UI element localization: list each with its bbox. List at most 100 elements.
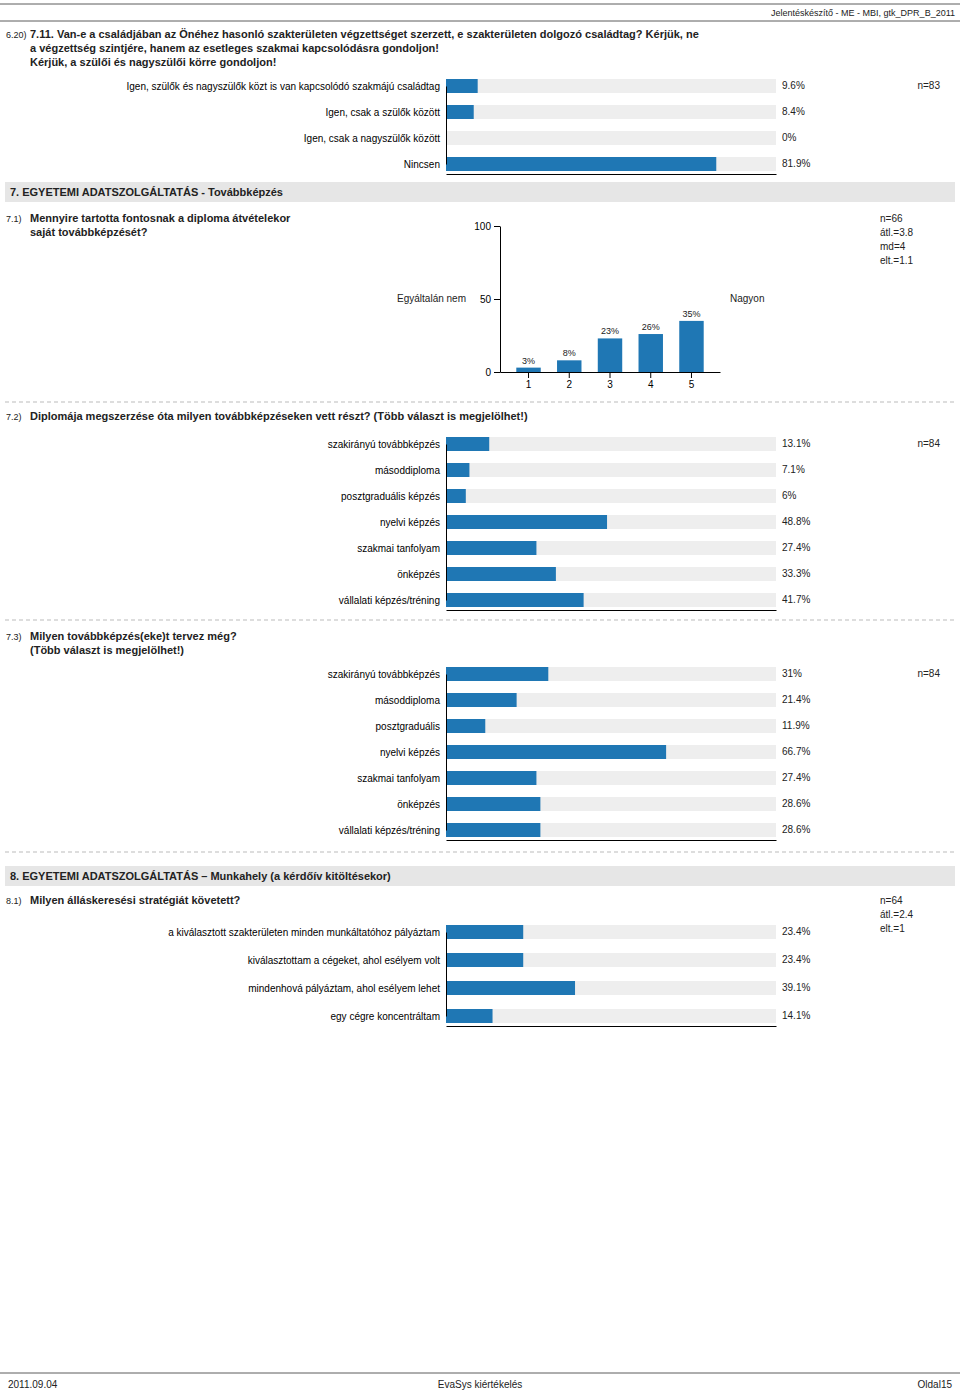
tick-label: vállalati képzés/tréning	[339, 825, 440, 836]
tick-label: posztgraduális képzés	[341, 491, 440, 502]
title: Kérjük, a szülői és nagyszülői körre gon…	[30, 56, 276, 68]
bars	[446, 437, 607, 607]
bar-track	[446, 693, 776, 707]
tick-mark	[494, 226, 500, 227]
data-label: 27.4%	[782, 772, 810, 783]
section-band	[5, 866, 955, 886]
data-label: 81.9%	[782, 158, 810, 169]
bars	[446, 925, 575, 1023]
data-label: 11.9%	[782, 720, 810, 731]
bar	[598, 338, 622, 372]
data-label: 41.7%	[782, 594, 810, 605]
tick: Nincsen	[404, 159, 446, 170]
title: Diplomája megszerzése óta milyen továbbk…	[30, 410, 528, 422]
tick: szakirányú továbbképzés	[328, 669, 446, 680]
sample-size: n=83	[917, 80, 940, 91]
bar	[446, 515, 607, 529]
bar-track	[446, 925, 776, 939]
section-title: 7. EGYETEMI ADATSZOLGÁLTATÁS - Továbbkép…	[10, 186, 283, 198]
bar	[679, 321, 703, 372]
tick: vállalati képzés/tréning	[339, 595, 446, 606]
statistic: n=64	[880, 895, 903, 906]
bar-track	[446, 981, 776, 995]
data-label: 27.4%	[782, 542, 810, 553]
tick-label: 4	[648, 379, 654, 390]
tick-mark	[569, 372, 570, 378]
tick-label: 50	[480, 294, 492, 305]
bar-track	[446, 719, 776, 733]
section-header: 8. EGYETEMI ADATSZOLGÁLTATÁS – Munkahely…	[5, 866, 955, 886]
x-axis: 12345	[501, 372, 721, 390]
footer-text: 2011.09.04	[8, 1379, 58, 1390]
bar	[446, 667, 548, 681]
tick: posztgraduális	[376, 721, 446, 732]
section-band	[5, 182, 955, 202]
data-label: 3%	[522, 356, 535, 366]
statistic: md=4	[880, 241, 906, 252]
statistic: átl.=2.4	[880, 909, 914, 920]
separator	[5, 402, 955, 403]
tick: másoddiploma	[375, 695, 446, 706]
tick-mark	[528, 372, 529, 378]
footer-text: Oldal15	[918, 1379, 953, 1390]
y-axis: 0 50 100	[474, 221, 500, 378]
tick-label: Igen, csak a szülők között	[325, 107, 440, 118]
bar	[446, 541, 536, 555]
tick-label: nyelvi képzés	[380, 517, 440, 528]
bar-track	[446, 541, 776, 555]
footer: 2011.09.04EvaSys kiértékelésOldal15	[0, 1373, 960, 1390]
chart: 7.2)Diplomája megszerzése óta milyen tov…	[6, 410, 940, 611]
tick-label: Igen, csak a nagyszülők között	[304, 133, 440, 144]
bar	[446, 1009, 493, 1023]
bar	[446, 693, 517, 707]
tick: egy cégre koncentráltam	[330, 1011, 446, 1022]
tick: nyelvi képzés	[380, 747, 446, 758]
data-label: 39.1%	[782, 982, 810, 993]
bar	[446, 823, 540, 837]
tick: Igen, szülők és nagyszülők közt is van k…	[126, 81, 446, 92]
tick-label: 3	[607, 379, 613, 390]
tick: 5	[689, 372, 695, 390]
bar	[446, 593, 584, 607]
data-label: 33.3%	[782, 568, 810, 579]
data-label: 35%	[682, 309, 700, 319]
tick: a kiválasztott szakterületen minden munk…	[168, 927, 446, 938]
tick-label: másoddiploma	[375, 695, 440, 706]
bar	[446, 489, 466, 503]
data-label: 8.4%	[782, 106, 805, 117]
bar	[446, 953, 523, 967]
tick: szakirányú továbbképzés	[328, 439, 446, 450]
tick-label: kiválasztottam a cégeket, ahol esélyem v…	[248, 955, 441, 966]
x-axis	[447, 1026, 777, 1027]
bar	[639, 334, 663, 372]
title: Mennyire tartotta fontosnak a diploma át…	[30, 212, 291, 224]
bars	[516, 321, 703, 372]
tick: önképzés	[397, 569, 446, 580]
tick-label: 0	[485, 367, 491, 378]
data-label: 26%	[642, 322, 660, 332]
data-labels: 13.1%7.1%6%48.8%27.4%33.3%41.7%	[782, 438, 810, 605]
tracks	[446, 925, 776, 1023]
x-axis	[447, 174, 777, 175]
bar-track	[446, 437, 776, 451]
tick: 100	[474, 221, 500, 232]
data-label: 6%	[782, 490, 797, 501]
separator	[5, 620, 955, 621]
axis-line	[446, 933, 447, 1017]
bar-track	[446, 953, 776, 967]
scale-end-label: Nagyon	[730, 293, 764, 304]
data-label: 31%	[782, 668, 802, 679]
tick-label: a kiválasztott szakterületen minden munk…	[168, 927, 440, 938]
chart: 6.20)7.11. Van-e a családjában az Önéhez…	[6, 28, 940, 175]
bar-track	[446, 105, 776, 119]
bars	[446, 667, 666, 837]
bar-track	[446, 823, 776, 837]
data-label: 66.7%	[782, 746, 810, 757]
tick-label: szakirányú továbbképzés	[328, 669, 440, 680]
bar-track	[446, 567, 776, 581]
data-labels: 9.6%8.4%0%81.9%	[782, 80, 810, 169]
tick-label: szakmai tanfolyam	[357, 543, 440, 554]
header: Jelentéskészítő - ME - MBI, gtk_DPR_B_20…	[0, 4, 960, 21]
tick: Igen, csak a nagyszülők között	[304, 133, 446, 144]
data-label: 28.6%	[782, 824, 810, 835]
